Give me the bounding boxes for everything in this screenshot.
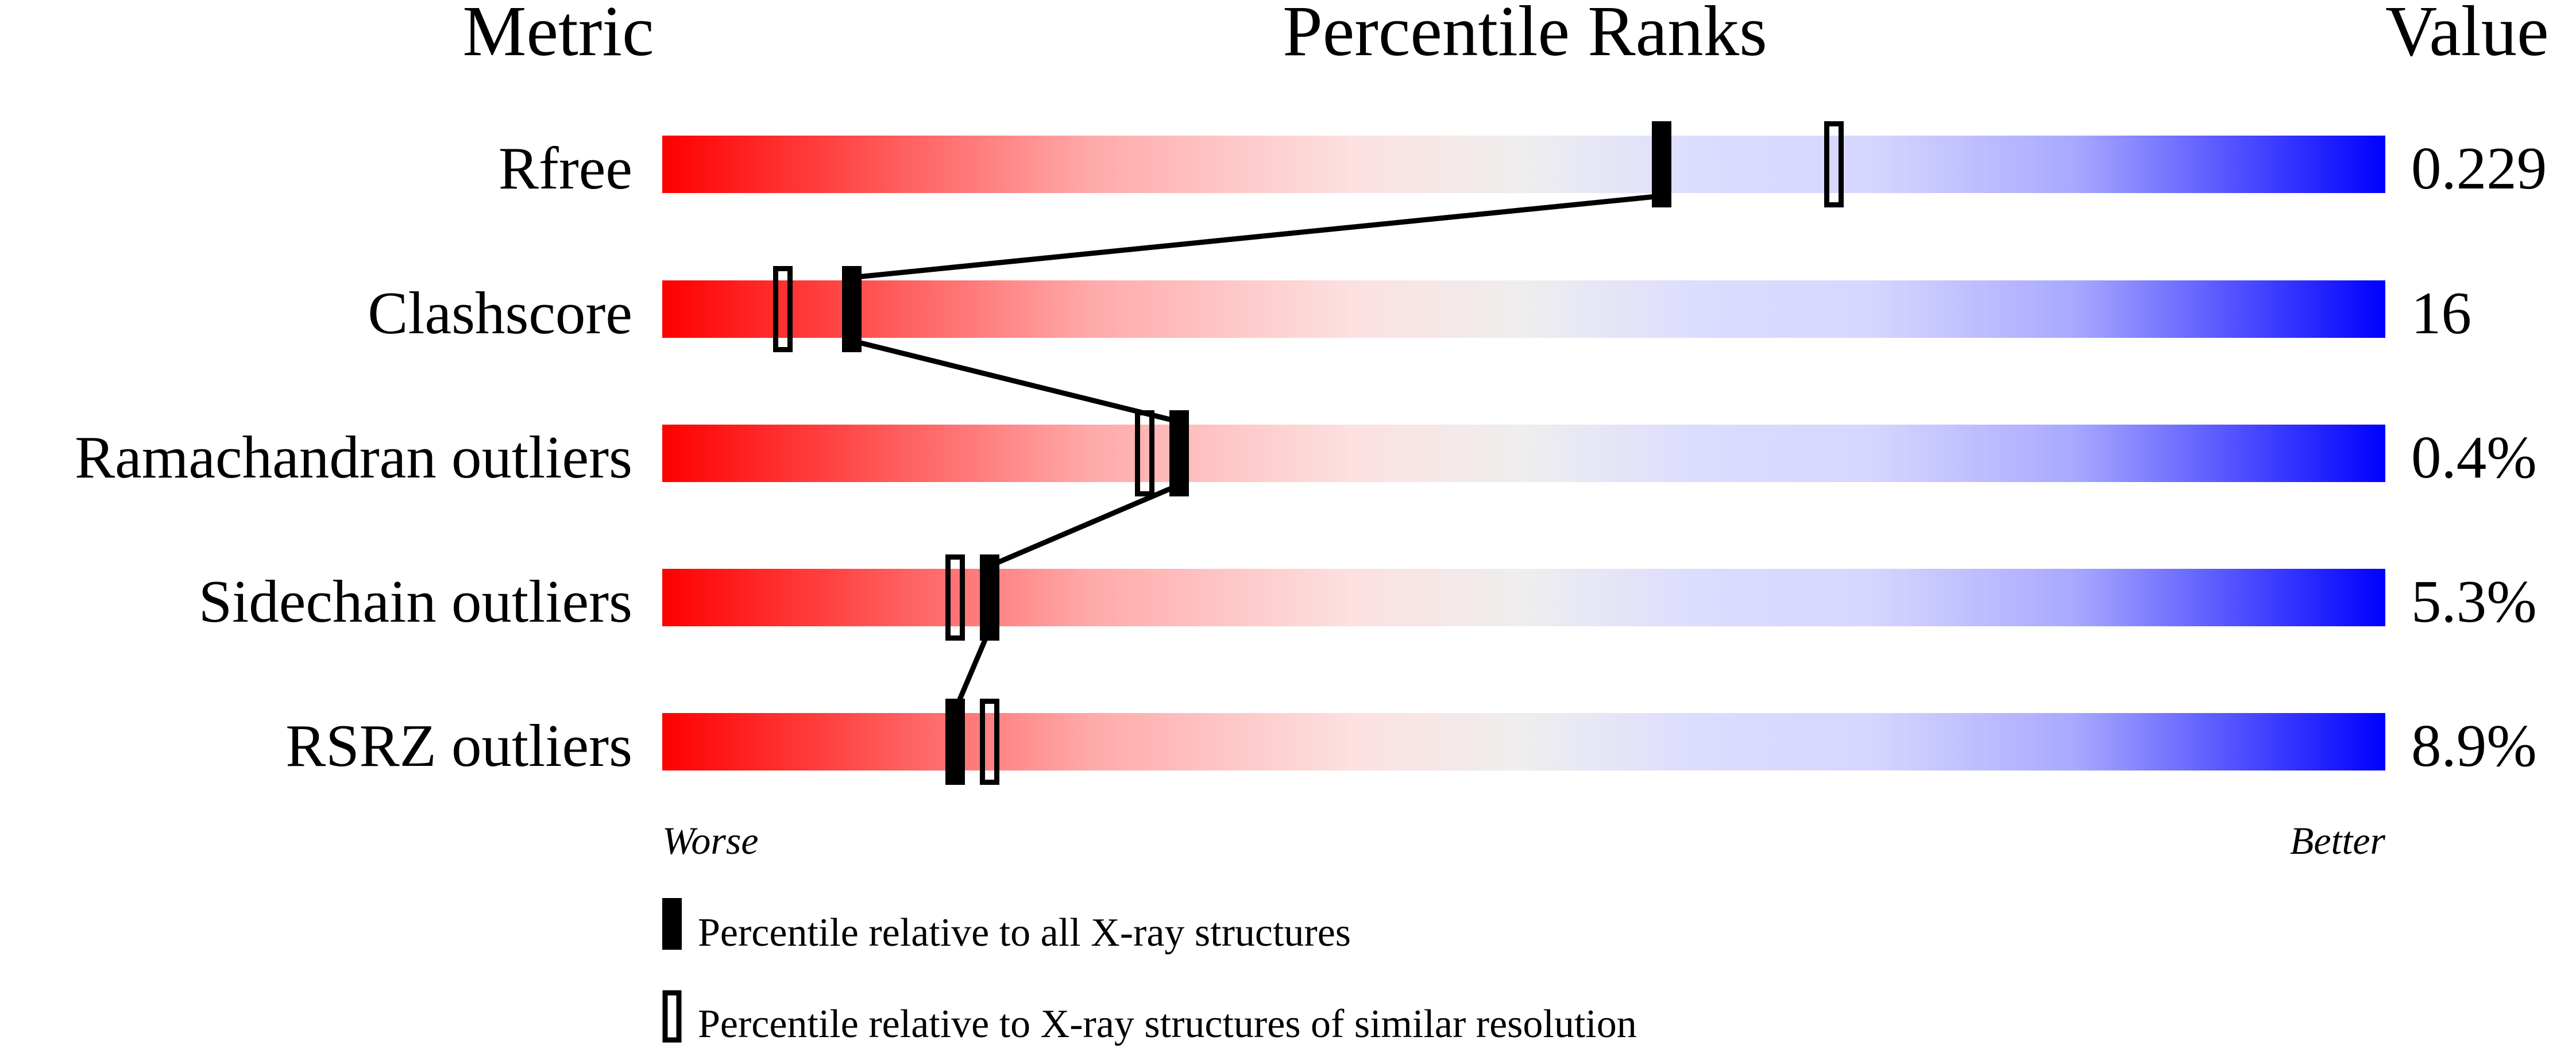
percentile-bar — [662, 280, 2385, 338]
header-percentile-ranks: Percentile Ranks — [1283, 0, 1767, 71]
axis-label-better: Better — [2290, 819, 2386, 862]
metric-label: Ramachandran outliers — [75, 423, 632, 491]
marker-similar-resolution — [945, 554, 965, 641]
markers-layer — [773, 121, 1844, 785]
marker-similar-resolution — [773, 266, 793, 352]
bars-layer — [662, 136, 2385, 770]
legend-open-label: Percentile relative to X-ray structures … — [698, 1002, 1637, 1046]
connector-line — [851, 193, 1662, 280]
metric-value: 5.3% — [2411, 568, 2537, 635]
marker-all-structures — [1652, 121, 1671, 207]
marker-similar-resolution — [1824, 121, 1844, 207]
marker-all-structures — [980, 554, 999, 641]
axis-label-worse: Worse — [662, 819, 759, 862]
header-metric: Metric — [462, 0, 654, 71]
marker-all-structures — [842, 266, 862, 352]
legend-open-marker — [662, 990, 682, 1043]
connector-line — [952, 628, 992, 711]
metric-label: Rfree — [499, 134, 632, 202]
metric-label: Sidechain outliers — [199, 568, 632, 635]
connector-line — [851, 338, 1180, 425]
header-value: Value — [2385, 0, 2549, 71]
percentile-bar — [662, 569, 2385, 626]
labels-layer: Rfree 0.229 Clashscore 16 Ramachandran outli… — [75, 134, 2547, 779]
percentile-bar — [662, 425, 2385, 482]
marker-similar-resolution — [1135, 410, 1154, 496]
metric-value: 0.229 — [2411, 134, 2547, 202]
percentile-bar — [662, 136, 2385, 193]
metric-label: RSRZ outliers — [285, 712, 632, 779]
legend-filled-marker — [662, 898, 682, 950]
connector-layer — [851, 193, 1662, 711]
percentile-bar — [662, 713, 2385, 770]
metric-label: Clashscore — [368, 279, 632, 346]
metric-value: 8.9% — [2411, 712, 2537, 779]
connector-line — [988, 482, 1180, 569]
metric-value: 0.4% — [2411, 423, 2537, 491]
metric-value: 16 — [2411, 279, 2471, 346]
marker-all-structures — [1169, 410, 1189, 496]
marker-similar-resolution — [980, 699, 999, 785]
marker-all-structures — [945, 699, 965, 785]
legend-filled-label: Percentile relative to all X-ray structu… — [698, 911, 1351, 955]
